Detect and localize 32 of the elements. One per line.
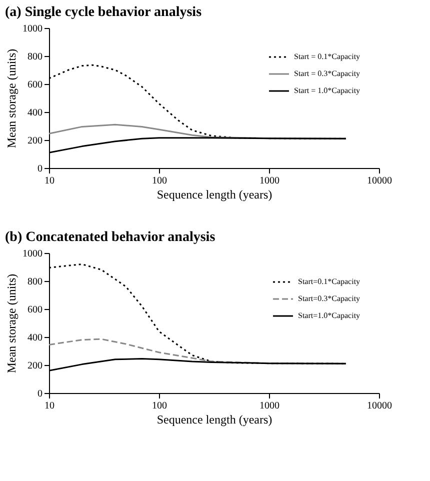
x-tick-label: 10 (44, 400, 54, 412)
x-axis-title: Sequence length (years) (156, 412, 272, 426)
legend-label: Start=0.1*Capacity (298, 277, 360, 286)
y-tick-label: 800 (28, 276, 42, 288)
legend-label: Start=0.3*Capacity (298, 294, 360, 303)
x-tick-label: 10000 (367, 176, 392, 186)
y-tick-label: 0 (38, 388, 42, 400)
chart-title: (a) Single cycle behavior analysis (5, 5, 202, 20)
x-tick-label: 1000 (260, 176, 280, 186)
y-tick-label: 200 (28, 360, 42, 372)
y-tick-label: 400 (28, 332, 42, 344)
y-tick-label: 800 (28, 52, 42, 62)
x-tick-label: 10000 (367, 400, 392, 412)
y-tick-label: 600 (28, 304, 42, 316)
y-tick-label: 1000 (22, 24, 42, 34)
y-tick-label: 600 (28, 80, 42, 90)
x-axis-title: Sequence length (years) (156, 188, 272, 202)
legend-label: Start = 1.0*Capacity (294, 86, 360, 95)
chart-title: (b) Concatenated behavior analysis (5, 230, 216, 245)
x-tick-label: 100 (152, 176, 167, 186)
y-tick-label: 400 (28, 108, 42, 118)
y-tick-label: 1000 (22, 248, 42, 260)
legend-label: Start = 0.3*Capacity (294, 69, 360, 78)
y-tick-label: 200 (28, 136, 42, 146)
y-axis-title: Mean storage (units) (4, 48, 18, 148)
x-tick-label: 1000 (260, 400, 280, 412)
x-tick-label: 100 (152, 400, 167, 412)
legend-label: Start = 0.1*Capacity (294, 52, 360, 61)
legend-label: Start=1.0*Capacity (298, 311, 360, 320)
x-tick-label: 10 (44, 176, 54, 186)
y-axis-title: Mean storage (units) (4, 274, 18, 374)
y-tick-label: 0 (38, 164, 42, 174)
